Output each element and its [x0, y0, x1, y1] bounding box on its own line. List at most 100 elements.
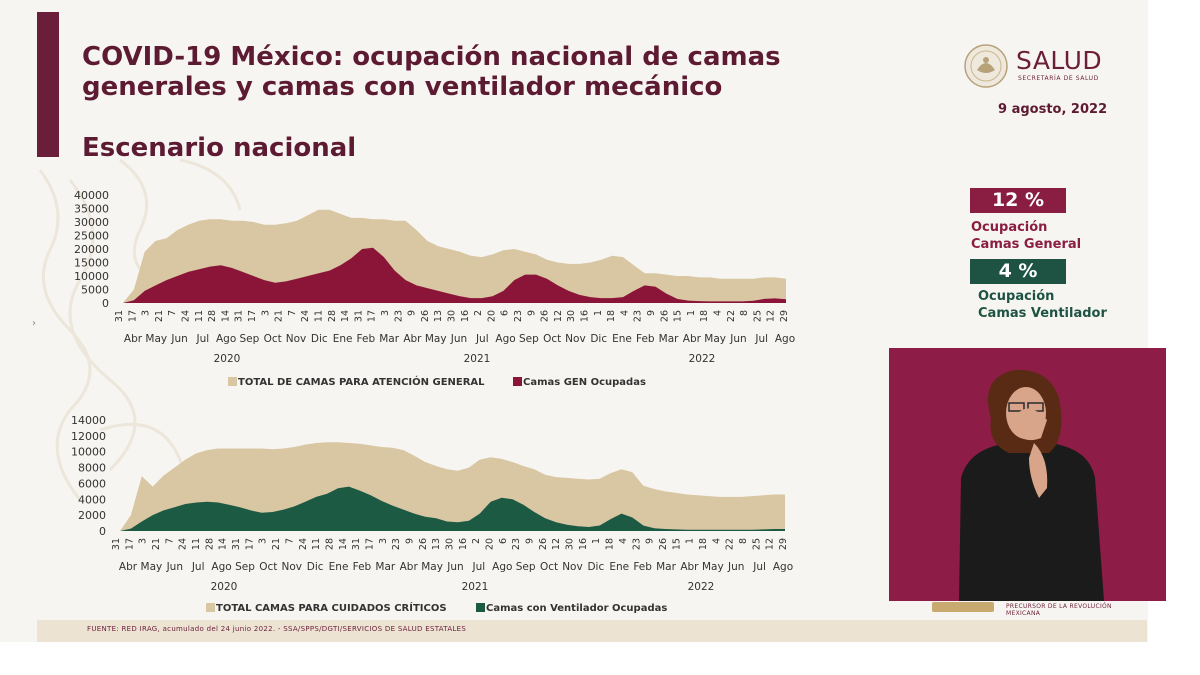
ventilator-x-tick-label: 8	[738, 538, 749, 544]
general-month-label: Dic	[590, 333, 607, 345]
ventilator-x-tick-label: 18	[698, 538, 709, 550]
ventilator-month-label: Nov	[562, 561, 583, 573]
general-x-tick-label: 23	[393, 310, 404, 322]
general-y-tick-label: 15000	[74, 257, 109, 270]
ventilator-month-label: Jun	[727, 561, 744, 573]
general-y-tick-label: 25000	[74, 230, 109, 243]
general-x-tick-label: 13	[433, 310, 444, 322]
kpi-general-beds-label-line1: Ocupación	[971, 220, 1048, 235]
ventilator-x-tick-label: 29	[778, 538, 789, 550]
ventilator-month-label: Ago	[492, 561, 512, 573]
ventilator-x-tick-label: 1	[685, 538, 696, 544]
ventilator-x-tick-label: 28	[204, 538, 215, 550]
ventilator-month-label: Sep	[516, 561, 536, 573]
interpreter-figure	[959, 369, 1104, 601]
ventilator-series-area-occupied	[120, 486, 785, 531]
ventilator-x-tick-label: 12	[551, 538, 562, 550]
slide: COVID-19 México: ocupación nacional de c…	[0, 0, 1148, 642]
ventilator-month-label: Oct	[540, 561, 558, 573]
ventilator-month-label: Ene	[329, 561, 349, 573]
general-month-label: Jul	[754, 333, 768, 345]
kpi-ventilator-beds-label-line1: Ocupación	[978, 289, 1055, 304]
general-month-label: Abr	[124, 333, 143, 345]
general-x-tick-label: 7	[167, 310, 178, 316]
footer-source: FUENTE: RED IRAG, acumulado del 24 junio…	[87, 625, 467, 633]
left-arrow-icon[interactable]: ›	[32, 318, 36, 329]
general-x-tick-label: 3	[260, 310, 271, 316]
general-x-tick-label: 25	[752, 310, 763, 322]
general-beds-chart: 0500010000150002000025000300003500040000…	[74, 189, 795, 388]
general-x-tick-label: 16	[460, 310, 471, 322]
general-x-tick-label: 15	[673, 310, 684, 322]
ventilator-x-tick-label: 11	[191, 538, 202, 550]
general-x-tick-label: 14	[220, 310, 231, 322]
general-x-tick-label: 20	[486, 310, 497, 322]
ventilator-x-tick-label: 3	[258, 538, 269, 544]
ventilator-x-tick-label: 17	[124, 538, 135, 550]
kpi-ventilator-beds-label: Ocupación Camas Ventilador	[978, 288, 1107, 322]
ventilator-x-tick-label: 2	[471, 538, 482, 544]
general-x-tick-label: 9	[646, 310, 657, 316]
sign-interpreter-caption-strip: PRECURSOR DE LA REVOLUCIÓN MEXICANA	[932, 600, 1148, 617]
general-month-label: Feb	[636, 333, 655, 345]
general-x-tick-label: 8	[739, 310, 750, 316]
ventilator-x-tick-label: 26	[658, 538, 669, 550]
ventilator-y-tick-label: 10000	[71, 446, 106, 459]
ventilator-x-tick-label: 1	[591, 538, 602, 544]
general-x-tick-label: 7	[287, 310, 298, 316]
general-x-tick-label: 31	[114, 310, 125, 322]
ventilator-x-tick-label: 20	[485, 538, 496, 550]
ventilator-month-label: Feb	[633, 561, 652, 573]
ventilator-y-tick-label: 8000	[78, 462, 106, 475]
ventilator-x-tick-label: 13	[431, 538, 442, 550]
ventilator-legend-label: Camas con Ventilador Ocupadas	[486, 603, 667, 614]
general-y-tick-label: 10000	[74, 270, 109, 283]
general-x-tick-label: 11	[314, 310, 325, 322]
general-y-tick-label: 30000	[74, 216, 109, 229]
general-legend-label: TOTAL DE CAMAS PARA ATENCIÓN GENERAL	[238, 375, 485, 388]
ventilator-x-tick-label: 24	[298, 538, 309, 550]
ventilator-x-tick-label: 17	[364, 538, 375, 550]
general-x-tick-label: 11	[194, 310, 205, 322]
ventilator-x-tick-label: 26	[538, 538, 549, 550]
general-month-label: Jul	[475, 333, 489, 345]
ventilator-y-tick-label: 4000	[78, 493, 106, 506]
general-month-label: Mar	[379, 333, 399, 345]
ventilator-month-label: Mar	[375, 561, 395, 573]
ventilator-month-label: Abr	[680, 561, 699, 573]
ventilator-x-tick-label: 31	[351, 538, 362, 550]
ventilator-month-label: Dic	[587, 561, 604, 573]
ventilator-y-tick-label: 14000	[71, 414, 106, 427]
general-x-tick-label: 18	[606, 310, 617, 322]
general-x-tick-label: 9	[407, 310, 418, 316]
ventilator-x-tick-label: 30	[445, 538, 456, 550]
ventilator-month-label: May	[702, 561, 724, 573]
ventilator-y-tick-label: 0	[99, 525, 106, 538]
general-x-tick-label: 4	[619, 310, 630, 316]
general-x-tick-label: 3	[141, 310, 152, 316]
ventilator-x-tick-label: 26	[418, 538, 429, 550]
kpi-general-beds-label-line2: Camas General	[971, 237, 1082, 252]
kpi-general-beds-value: 12 %	[970, 188, 1066, 213]
general-month-label: Jun	[450, 333, 467, 345]
general-x-tick-label: 26	[540, 310, 551, 322]
general-month-label: Mar	[659, 333, 679, 345]
ventilator-year-label: 2022	[688, 581, 715, 593]
general-x-tick-label: 28	[327, 310, 338, 322]
ventilator-legend-label: TOTAL CAMAS PARA CUIDADOS CRÍTICOS	[216, 601, 447, 614]
general-legend-swatch	[513, 377, 522, 386]
ventilator-x-tick-label: 18	[605, 538, 616, 550]
general-x-tick-label: 21	[154, 310, 165, 322]
general-legend-swatch	[228, 377, 237, 386]
caption-text: PRECURSOR DE LA REVOLUCIÓN MEXICANA	[1006, 603, 1112, 617]
ventilator-month-label: Ago	[773, 561, 793, 573]
ventilator-y-tick-label: 2000	[78, 509, 106, 522]
ventilator-month-label: Oct	[259, 561, 277, 573]
general-y-tick-label: 40000	[74, 189, 109, 202]
general-x-tick-label: 1	[686, 310, 697, 316]
general-x-tick-label: 26	[659, 310, 670, 322]
general-month-label: Ago	[775, 333, 795, 345]
general-x-tick-label: 29	[779, 310, 790, 322]
general-x-tick-label: 31	[234, 310, 245, 322]
ventilator-x-tick-label: 21	[151, 538, 162, 550]
